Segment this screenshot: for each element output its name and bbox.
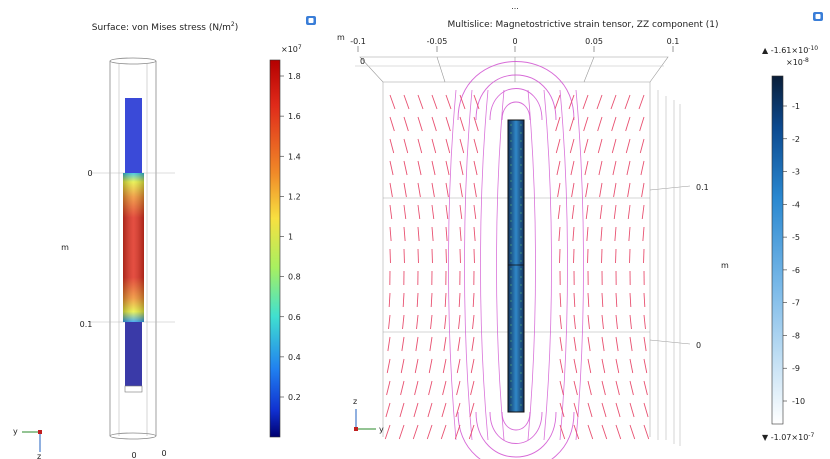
right-colorbar-max: ▲ -1.61×10-10 [762, 45, 818, 55]
outer-cylinder [90, 57, 175, 440]
left-colorbar-exponent: ×107 [281, 44, 302, 54]
inner-zero: 0 [360, 57, 365, 66]
svg-text:z: z [37, 452, 41, 459]
left-colorbar-tick: 1.2 [288, 192, 301, 201]
left-bottom-tick-2: 0 [161, 449, 166, 458]
left-colorbar-tick: 1.4 [288, 152, 301, 161]
x-axis-tick: -0.1 [350, 37, 366, 46]
lower-rod [125, 322, 142, 386]
right-axis-triad: z y [353, 397, 384, 434]
left-bottom-tick: 0 [131, 451, 136, 459]
right-colorbar-tick: -6 [792, 266, 800, 275]
right-colorbar-tick: -5 [792, 233, 800, 242]
left-axis-tick-0: 0 [87, 169, 92, 178]
x-axis-tick: 0 [512, 37, 517, 46]
right-colorbar-tick: -9 [792, 364, 800, 373]
left-axis-unit: m [61, 243, 69, 252]
side-tick-0: 0.1 [696, 183, 709, 192]
left-axis-tick-1: 0.1 [80, 320, 93, 329]
x-axis-tick: 0.05 [585, 37, 603, 46]
right-colorbar-tick: -1 [792, 102, 800, 111]
left-colorbar-tick: 1.8 [288, 72, 301, 81]
left-colorbar-tick: 0.6 [288, 313, 301, 322]
right-colorbar-tick: -4 [792, 200, 800, 209]
left-colorbar-tick: 0.2 [288, 393, 301, 402]
upper-rod [125, 98, 142, 173]
magnetostrictive-rod [507, 119, 525, 413]
svg-text:z: z [353, 397, 357, 406]
right-colorbar-min: ▼ -1.07×10-7 [762, 432, 814, 442]
left-plot-title: Surface: von Mises stress (N/m2) [92, 21, 239, 33]
right-plot[interactable]: ... Multislice: Magnetostrictive strain … [337, 2, 823, 459]
camera-icon[interactable] [813, 12, 823, 21]
left-axis-triad: y z [13, 427, 42, 459]
svg-text:y: y [379, 425, 384, 434]
left-colorbar: ×107 1.8 1.6 1.4 1.2 1 0.8 0.6 0.4 0.2 [269, 44, 302, 438]
right-plot-dots: ... [511, 2, 519, 11]
right-colorbar-exponent: ×10-8 [786, 57, 809, 67]
right-colorbar-tick: -2 [792, 135, 800, 144]
x-axis-tick: 0.1 [667, 37, 680, 46]
svg-text:y: y [13, 427, 18, 436]
stressed-rod-shading [123, 173, 144, 322]
field-streamlines [384, 61, 650, 459]
right-colorbar: ▲ -1.61×10-10 ×10-8 -1 -2 -3 -4 -5 -6 -7 -8 -9 -1… [762, 45, 818, 442]
x-axis-ticks: -0.1 -0.05 0 0.05 0.1 [350, 37, 679, 52]
left-plot[interactable]: Surface: von Mises stress (N/m2) 0 m 0.1… [13, 16, 316, 459]
left-colorbar-tick: 0.8 [288, 273, 301, 282]
side-tick-1: 0 [696, 341, 701, 350]
left-colorbar-tick: 1 [288, 233, 293, 242]
right-colorbar-tick: -8 [792, 331, 800, 340]
camera-icon[interactable] [306, 16, 316, 25]
left-colorbar-tick: 0.4 [288, 353, 301, 362]
x-axis-unit: m [337, 33, 345, 42]
x-axis-tick: -0.05 [427, 37, 448, 46]
right-colorbar-tick: -3 [792, 168, 800, 177]
right-colorbar-tick: -7 [792, 299, 800, 308]
side-axis-unit: m [721, 261, 729, 270]
right-colorbar-tick: -10 [792, 397, 805, 406]
left-colorbar-tick: 1.6 [288, 112, 301, 121]
right-plot-title: Multislice: Magnetostrictive strain tens… [447, 20, 718, 30]
lower-rod-end [124, 385, 143, 393]
